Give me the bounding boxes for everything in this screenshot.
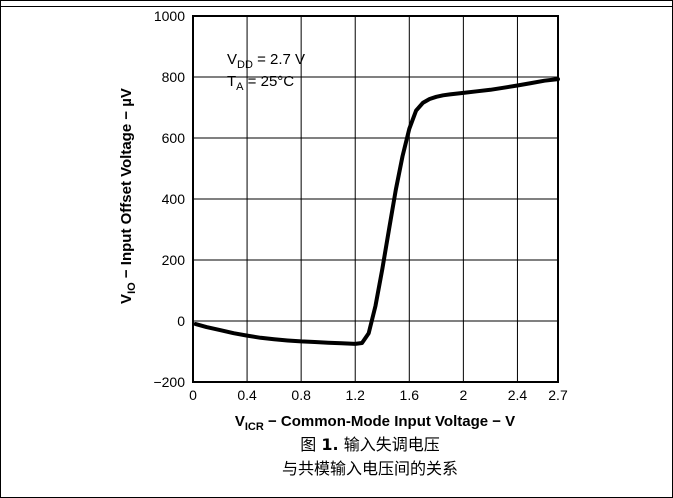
x-axis-label: VICR − Common-Mode Input Voltage − V xyxy=(235,413,515,433)
y-tick-label: 600 xyxy=(162,130,186,146)
grid-lines xyxy=(193,16,558,382)
caption-line-1: 图 1. 输入失调电压 xyxy=(300,435,439,454)
ta-annotation: TA = 25°C xyxy=(227,73,294,93)
x-tick-label: 0 xyxy=(189,387,197,403)
x-tick-label: 1.2 xyxy=(345,387,365,403)
y-tick-label: 200 xyxy=(162,252,186,268)
caption-line-2: 与共模输入电压间的关系 xyxy=(282,459,458,478)
x-tick-label: 0.4 xyxy=(237,387,257,403)
y-axis-label: VIO − Input Offset Voltage − µV xyxy=(118,88,138,304)
y-tick-label: −200 xyxy=(153,374,185,390)
y-tick-label: 800 xyxy=(162,69,186,85)
plot-border xyxy=(192,15,559,383)
y-tick-label: 1000 xyxy=(154,8,185,24)
y-tick-labels: −200 0 200 400 600 800 1000 xyxy=(153,8,185,390)
x-tick-label: 0.8 xyxy=(291,387,311,403)
offset-voltage-curve xyxy=(193,77,560,346)
vdd-annotation: VDD = 2.7 V xyxy=(227,51,305,71)
y-tick-label: 400 xyxy=(162,191,186,207)
x-tick-label: 2.7 xyxy=(548,387,568,403)
x-tick-label: 2 xyxy=(459,387,467,403)
x-tick-label: 1.6 xyxy=(400,387,420,403)
y-tick-label: 0 xyxy=(177,313,185,329)
x-tick-labels: 0 0.4 0.8 1.2 1.6 2 2.4 2.7 xyxy=(189,387,568,403)
x-tick-label: 2.4 xyxy=(508,387,528,403)
